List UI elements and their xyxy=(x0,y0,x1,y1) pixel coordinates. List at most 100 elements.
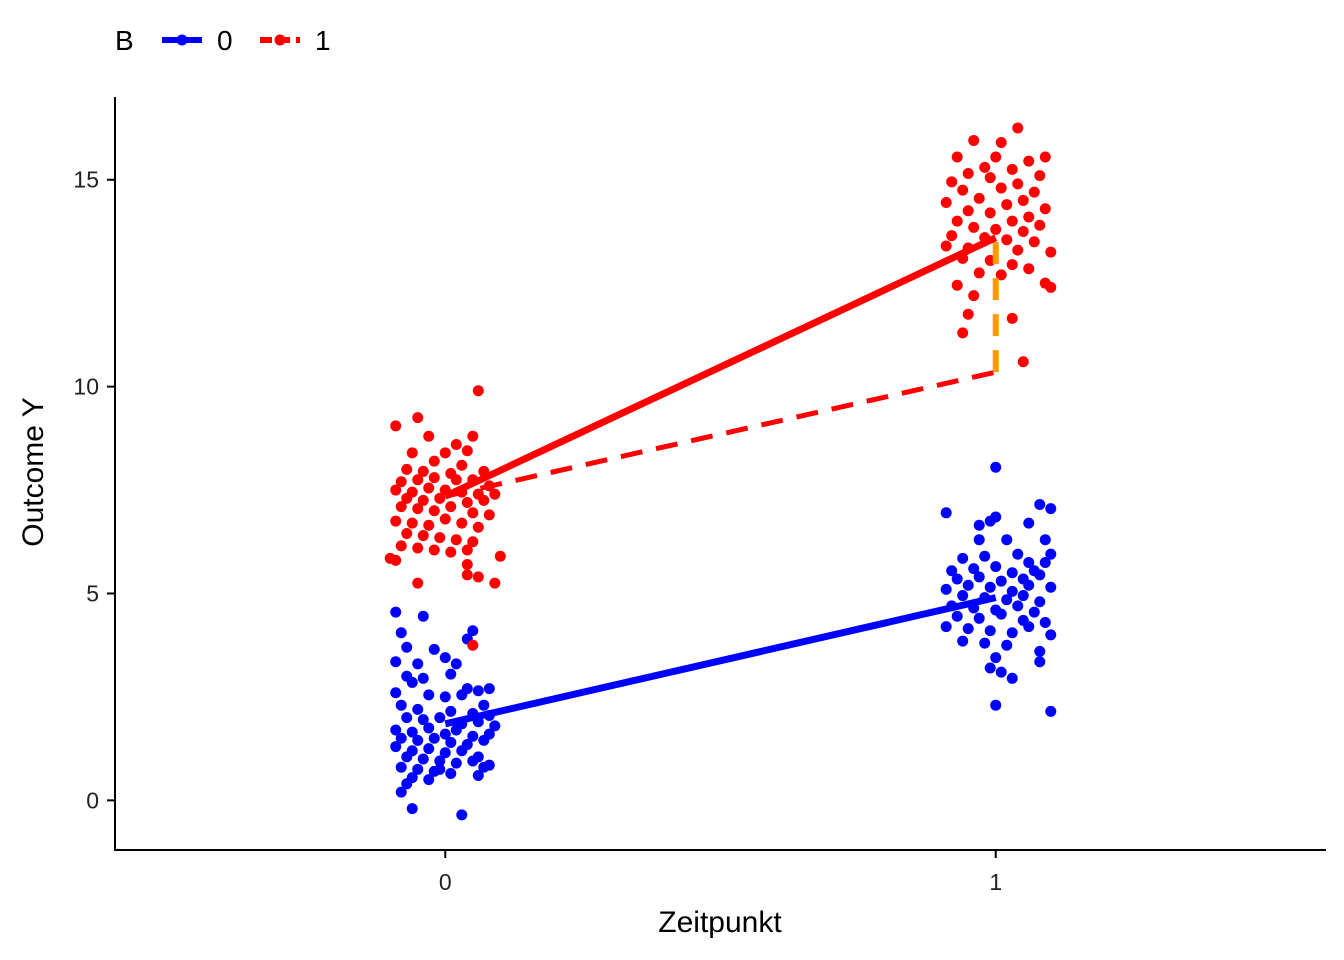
data-point-series-0 xyxy=(445,705,457,717)
data-point-series-1 xyxy=(946,230,958,242)
data-point-series-1 xyxy=(412,503,424,515)
data-point-series-0 xyxy=(951,610,963,622)
x-tick-label: 1 xyxy=(989,869,1002,895)
data-point-series-1 xyxy=(1017,225,1029,237)
data-point-series-0 xyxy=(1045,629,1057,641)
data-point-series-1 xyxy=(467,639,479,651)
data-point-series-1 xyxy=(439,513,451,525)
data-point-series-1 xyxy=(962,205,974,217)
data-point-series-0 xyxy=(1045,705,1057,717)
data-point-series-0 xyxy=(1023,579,1035,591)
data-point-series-0 xyxy=(478,761,490,773)
data-point-series-0 xyxy=(973,612,985,624)
data-point-series-1 xyxy=(973,267,985,279)
data-point-series-1 xyxy=(428,505,440,517)
data-point-series-0 xyxy=(962,623,974,635)
data-point-series-1 xyxy=(1023,155,1035,167)
data-point-series-0 xyxy=(445,767,457,779)
data-point-series-1 xyxy=(423,519,435,531)
data-point-series-0 xyxy=(445,668,457,680)
data-point-series-0 xyxy=(467,755,479,767)
data-point-series-0 xyxy=(450,757,462,769)
data-point-series-1 xyxy=(951,279,963,291)
data-point-series-1 xyxy=(461,569,473,581)
data-point-series-0 xyxy=(1017,590,1029,602)
data-point-series-1 xyxy=(957,184,969,196)
data-point-series-0 xyxy=(995,608,1007,620)
data-point-series-0 xyxy=(401,751,413,763)
data-point-series-1 xyxy=(1012,244,1024,256)
data-point-series-1 xyxy=(450,439,462,451)
data-point-series-0 xyxy=(1006,585,1018,597)
y-tick-label: 5 xyxy=(86,580,99,606)
data-point-series-0 xyxy=(423,689,435,701)
data-point-series-1 xyxy=(428,544,440,556)
data-point-series-1 xyxy=(428,472,440,484)
data-point-series-0 xyxy=(450,724,462,736)
data-point-series-1 xyxy=(962,168,974,180)
data-point-series-0 xyxy=(395,732,407,744)
data-point-series-1 xyxy=(940,240,952,252)
data-point-series-1 xyxy=(456,517,468,529)
data-point-series-1 xyxy=(472,521,484,533)
data-point-series-0 xyxy=(973,534,985,546)
data-point-series-1 xyxy=(450,534,462,546)
y-tick-label: 15 xyxy=(73,167,99,193)
data-point-series-0 xyxy=(1045,548,1057,560)
data-point-series-1 xyxy=(1017,194,1029,206)
data-point-series-1 xyxy=(1045,281,1057,293)
data-point-series-1 xyxy=(1034,219,1046,231)
data-point-series-1 xyxy=(395,540,407,552)
data-point-series-0 xyxy=(984,662,996,674)
mean-line-series-1 xyxy=(443,234,998,500)
data-point-series-1 xyxy=(450,474,462,486)
data-point-series-0 xyxy=(995,666,1007,678)
data-point-series-1 xyxy=(472,571,484,583)
data-point-series-0 xyxy=(390,687,402,699)
data-point-series-0 xyxy=(1001,534,1013,546)
data-point-series-1 xyxy=(428,455,440,467)
data-point-series-0 xyxy=(1039,556,1051,568)
data-point-series-0 xyxy=(439,728,451,740)
data-point-series-1 xyxy=(445,501,457,513)
data-point-series-0 xyxy=(984,625,996,637)
data-point-series-0 xyxy=(456,809,468,821)
data-point-series-1 xyxy=(445,546,457,558)
data-point-series-0 xyxy=(472,770,484,782)
data-point-series-1 xyxy=(467,536,479,548)
data-point-series-0 xyxy=(1012,548,1024,560)
data-point-series-0 xyxy=(467,625,479,637)
data-point-series-1 xyxy=(406,447,418,459)
data-point-series-0 xyxy=(412,658,424,670)
data-point-series-0 xyxy=(1023,556,1035,568)
data-point-series-0 xyxy=(401,712,413,724)
data-point-series-0 xyxy=(990,561,1002,573)
data-point-series-0 xyxy=(962,579,974,591)
data-point-series-0 xyxy=(417,714,429,726)
data-point-series-0 xyxy=(1034,499,1046,511)
data-point-series-1 xyxy=(467,430,479,442)
data-point-series-1 xyxy=(951,151,963,163)
data-point-series-1 xyxy=(990,151,1002,163)
data-point-series-0 xyxy=(483,683,495,695)
data-point-series-0 xyxy=(1023,517,1035,529)
data-point-series-0 xyxy=(1045,581,1057,593)
data-point-series-0 xyxy=(390,656,402,668)
data-point-series-0 xyxy=(434,763,446,775)
data-point-series-1 xyxy=(401,463,413,475)
data-point-series-1 xyxy=(995,269,1007,281)
mean-line-series-0 xyxy=(444,594,997,728)
y-ticks: 0 5 10 15 xyxy=(73,167,115,813)
data-point-series-0 xyxy=(401,778,413,790)
data-point-series-1 xyxy=(1039,203,1051,215)
data-point-series-0 xyxy=(434,755,446,767)
data-point-series-1 xyxy=(995,137,1007,149)
data-point-series-0 xyxy=(990,699,1002,711)
data-point-series-0 xyxy=(1001,639,1013,651)
data-point-series-0 xyxy=(979,550,991,562)
data-point-series-1 xyxy=(1045,246,1057,258)
data-point-series-1 xyxy=(1001,199,1013,211)
data-point-series-0 xyxy=(957,635,969,647)
